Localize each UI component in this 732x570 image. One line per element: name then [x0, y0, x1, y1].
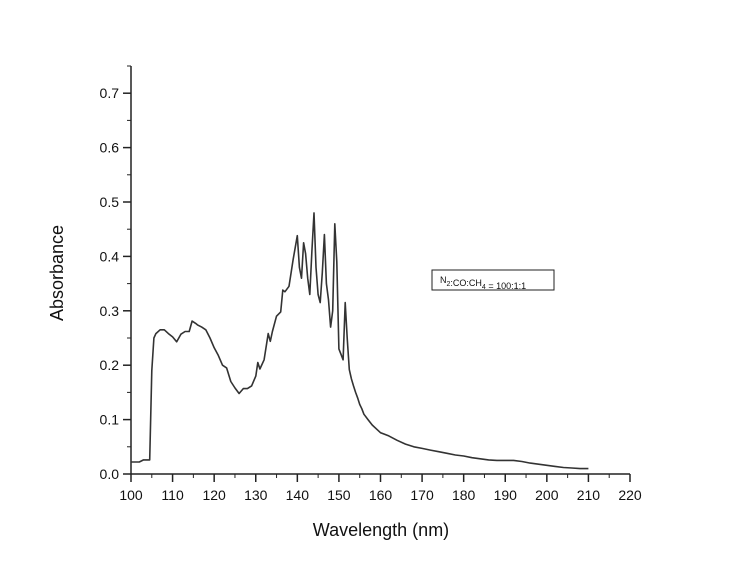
x-axis-title: Wavelength (nm) — [313, 520, 449, 540]
x-tick-label: 100 — [119, 487, 143, 503]
x-tick-label: 110 — [161, 487, 184, 503]
axes — [130, 66, 630, 475]
x-tick-label: 200 — [535, 487, 559, 503]
legend-subscript: 2 — [447, 281, 451, 288]
y-axis-title: Absorbance — [47, 225, 67, 321]
x-tick-label: 140 — [286, 487, 310, 503]
y-tick-label: 0.5 — [100, 194, 120, 210]
x-tick-label: 210 — [577, 487, 601, 503]
legend-box — [431, 269, 555, 291]
x-tick-label: 170 — [410, 487, 434, 503]
legend-label: N2:CO:CH4 = 100:1:1 — [440, 275, 526, 291]
legend: N2:CO:CH4 = 100:1:1 — [431, 269, 555, 291]
x-tick-label: 180 — [452, 487, 476, 503]
x-tick-label: 130 — [244, 487, 268, 503]
y-tick-label: 0.0 — [100, 466, 120, 482]
x-tick-label: 160 — [369, 487, 393, 503]
legend-subscript: 4 — [482, 284, 486, 291]
legend-text-part: :CO:CH — [450, 278, 482, 288]
series-layer — [131, 212, 589, 470]
y-tick-label: 0.2 — [100, 357, 120, 373]
legend-text-part: N — [440, 275, 447, 285]
x-tick-label: 220 — [618, 487, 642, 503]
y-tick-label: 0.6 — [100, 140, 120, 156]
legend-text-part: = 100:1:1 — [486, 281, 526, 291]
y-tick-label: 0.1 — [100, 412, 120, 428]
y-tick-label: 0.7 — [100, 85, 120, 101]
x-tick-label: 150 — [327, 487, 351, 503]
series-line — [131, 212, 589, 470]
y-tick-label: 0.3 — [100, 303, 120, 319]
x-tick-label: 120 — [202, 487, 226, 503]
ticks: 100 110 120 130 140 150 160 170 180 190 200 210 220 0… — [100, 65, 642, 503]
x-tick-label: 190 — [494, 487, 518, 503]
y-tick-label: 0.4 — [100, 248, 120, 264]
